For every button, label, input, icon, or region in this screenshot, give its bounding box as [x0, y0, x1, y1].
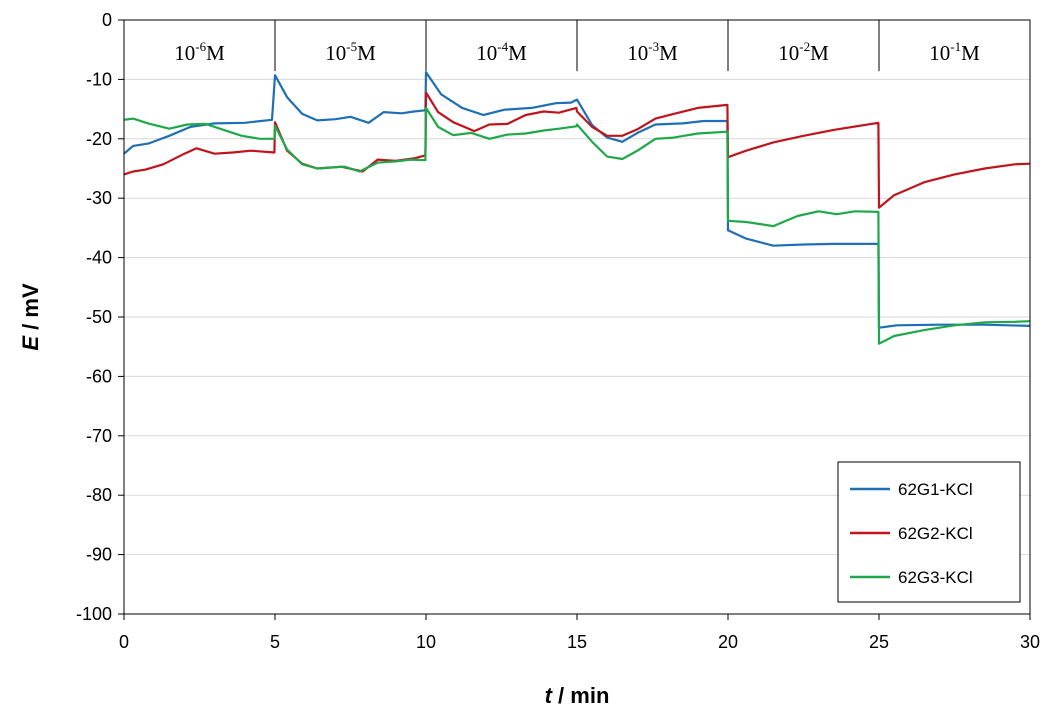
x-axis-symbol: t — [545, 683, 554, 708]
legend-label-1: 62G1-KCl — [898, 480, 973, 499]
concentration-label: 10-1M — [929, 39, 980, 65]
y-tick-label: -100 — [76, 604, 112, 624]
legend: 62G1-KCl 62G2-KCl 62G3-KCl — [837, 461, 1021, 603]
x-tick-label: 25 — [869, 632, 889, 652]
series-line-1 — [123, 71, 1031, 329]
series-line-3 — [123, 106, 1031, 345]
x-tick-label: 5 — [270, 632, 280, 652]
concentration-labels: 10-6M 10-5M 10-4M 10-3M 10-2M 10-1M — [174, 39, 980, 65]
x-axis-ticks: 0 5 10 15 20 25 30 — [119, 614, 1040, 652]
concentration-separators — [274, 20, 880, 72]
x-tick-label: 20 — [718, 632, 738, 652]
series-line-2 — [123, 91, 1031, 209]
y-tick-label: -90 — [86, 545, 112, 565]
concentration-label: 10-2M — [778, 39, 829, 65]
y-tick-label: -50 — [86, 307, 112, 327]
y-tick-label: -10 — [86, 69, 112, 89]
concentration-label: 10-5M — [325, 39, 376, 65]
y-axis-ticks: 0 -10 -20 -30 -40 -50 -60 -70 -80 -90 -100 — [76, 10, 124, 624]
x-axis-unit: / min — [552, 683, 609, 708]
legend-label-2: 62G2-KCl — [898, 524, 973, 543]
y-tick-label: -30 — [86, 188, 112, 208]
x-tick-label: 10 — [416, 632, 436, 652]
y-tick-label: -40 — [86, 248, 112, 268]
y-tick-label: -60 — [86, 366, 112, 386]
series-layer — [123, 71, 1031, 345]
concentration-label: 10-4M — [476, 39, 527, 65]
x-tick-label: 0 — [119, 632, 129, 652]
concentration-label: 10-3M — [627, 39, 678, 65]
legend-label-3: 62G3-KCl — [898, 568, 973, 587]
y-axis-unit: / mV — [18, 283, 43, 336]
y-tick-label: -20 — [86, 129, 112, 149]
y-tick-label: -70 — [86, 426, 112, 446]
y-tick-label: 0 — [102, 10, 112, 30]
x-axis-title: t / min — [545, 683, 610, 708]
concentration-label: 10-6M — [174, 39, 225, 65]
y-tick-label: -80 — [86, 485, 112, 505]
x-tick-label: 30 — [1020, 632, 1040, 652]
y-axis-title: E / mV — [18, 283, 43, 351]
y-axis-symbol: E — [18, 335, 43, 351]
x-tick-label: 15 — [567, 632, 587, 652]
